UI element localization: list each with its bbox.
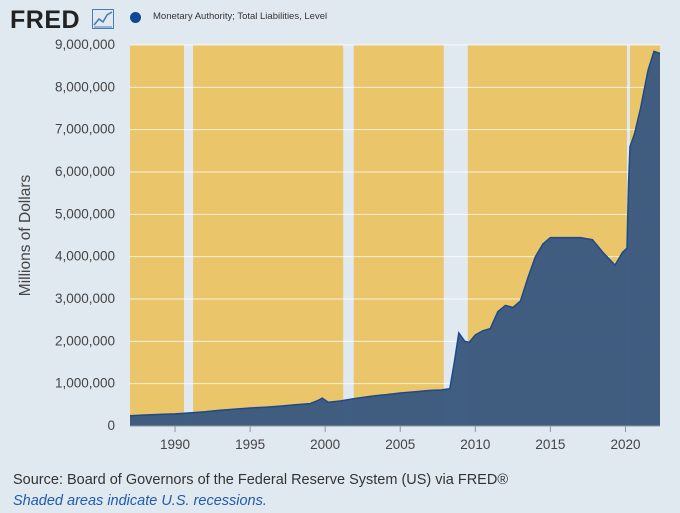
- x-tick-label: 2015: [535, 437, 565, 452]
- legend-label: Monetary Authority; Total Liabilities, L…: [153, 11, 328, 22]
- y-tick-label: 4,000,000: [55, 249, 115, 264]
- chart: 0 1,000,000 2,000,000 3,000,000 4,000,000 5,0…: [17, 37, 661, 452]
- y-tick-label: 9,000,000: [55, 37, 115, 52]
- x-tick-label: 1990: [160, 437, 190, 452]
- legend-marker: [130, 12, 141, 23]
- y-tick-label: 8,000,000: [55, 79, 115, 94]
- series-line: [129, 50, 661, 417]
- y-tick-label: 1,000,000: [55, 376, 115, 391]
- x-tick-label: 2000: [310, 437, 340, 452]
- x-tick-label: 1995: [235, 437, 265, 452]
- y-tick-label: 5,000,000: [55, 206, 115, 221]
- x-tick-label: 2005: [385, 437, 415, 452]
- source-note: Source: Board of Governors of the Federa…: [13, 472, 509, 488]
- line-chart-icon: [92, 9, 114, 29]
- y-axis-title: Millions of Dollars: [17, 175, 34, 297]
- x-tick-label: 2010: [460, 437, 490, 452]
- fred-logo[interactable]: FRED: [10, 6, 81, 34]
- x-tick-label: 2020: [610, 437, 640, 452]
- y-tick-label: 7,000,000: [55, 122, 115, 137]
- recession-band-1: [343, 45, 354, 426]
- y-tick-label: 0: [107, 418, 115, 433]
- recession-note: Shaded areas indicate U.S. recessions.: [13, 493, 267, 509]
- series-area: [130, 51, 660, 427]
- recession-band-0: [184, 45, 194, 426]
- y-tick-label: 2,000,000: [55, 333, 115, 348]
- y-tick-label: 6,000,000: [55, 164, 115, 179]
- y-tick-label: 3,000,000: [55, 291, 115, 306]
